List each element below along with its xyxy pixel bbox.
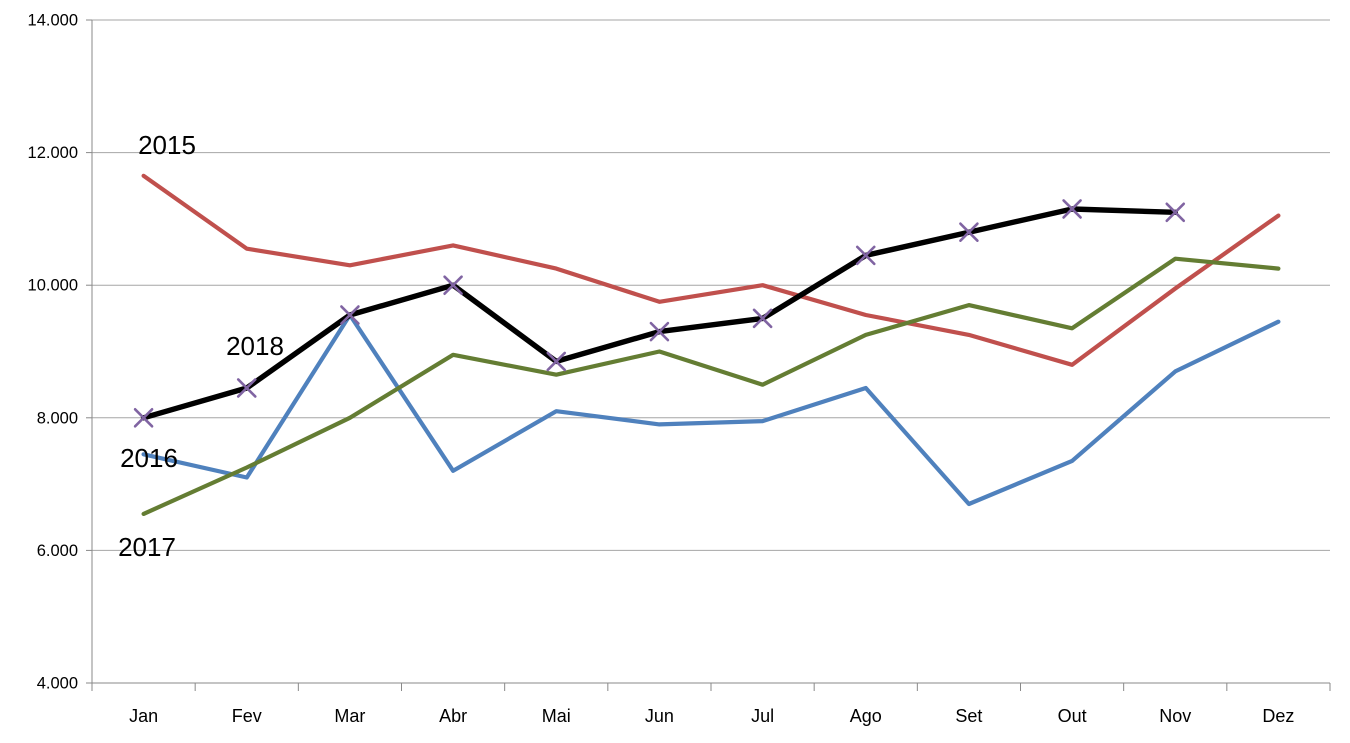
x-axis-tick-label: Mai xyxy=(542,706,571,726)
x-marker-stroke xyxy=(133,407,154,428)
data-point-markers xyxy=(133,199,1186,428)
x-marker xyxy=(1062,199,1082,219)
x-marker-stroke xyxy=(546,351,567,372)
x-marker xyxy=(340,305,360,325)
x-axis-tick-label: Mar xyxy=(334,706,365,726)
series-label-2016: 2016 xyxy=(120,443,178,473)
x-axis-tick-label: Nov xyxy=(1159,706,1191,726)
x-marker xyxy=(649,321,670,342)
y-axis-tick-label: 14.000 xyxy=(28,12,78,30)
x-marker xyxy=(855,245,876,266)
y-axis-tick-label: 10.000 xyxy=(28,277,78,295)
x-marker-stroke xyxy=(340,305,360,325)
data-series xyxy=(140,173,1281,517)
x-marker xyxy=(546,351,567,372)
y-axis-tick-label: 4.000 xyxy=(37,675,78,693)
x-marker xyxy=(236,378,257,398)
x-marker-stroke xyxy=(1062,199,1082,219)
y-axis-tick-label: 6.000 xyxy=(37,542,78,560)
series-line-2015 xyxy=(141,173,1281,367)
x-axis-tick-label: Dez xyxy=(1262,706,1294,726)
series-label-2017: 2017 xyxy=(118,532,176,562)
x-axis-tick-label: Jul xyxy=(751,706,774,726)
x-marker xyxy=(959,222,979,242)
x-axis-tick-label: Jun xyxy=(645,706,674,726)
x-axis-tick-label: Fev xyxy=(232,706,262,726)
x-axis-tick-label: Set xyxy=(955,706,982,726)
y-axis-tick-label: 8.000 xyxy=(37,409,78,427)
x-marker-stroke xyxy=(236,378,257,398)
axes xyxy=(86,19,1331,691)
y-axis-tick-label: 12.000 xyxy=(28,144,78,162)
series-line-2017 xyxy=(141,256,1281,517)
x-marker-stroke xyxy=(1165,202,1186,223)
x-axis-tick-label: Abr xyxy=(439,706,467,726)
x-marker-stroke xyxy=(752,308,773,329)
x-axis-tick-label: Ago xyxy=(850,706,882,726)
series-line-2018 xyxy=(140,206,1179,421)
series-label-2015: 2015 xyxy=(138,130,196,160)
x-marker xyxy=(1165,202,1186,223)
x-marker-stroke xyxy=(443,275,463,296)
x-marker-stroke xyxy=(855,245,876,266)
x-axis-tick-label: Out xyxy=(1058,706,1087,726)
series-line-2016 xyxy=(141,312,1281,507)
series-label-2018: 2018 xyxy=(226,331,284,361)
y-axis-labels: 14.000 12.000 10.000 8.000 6.000 4.000 xyxy=(28,12,78,693)
x-marker-stroke xyxy=(649,321,670,342)
x-axis-labels: Jan Fev Mar Abr Mai Jun Jul Ago Set Out Nov Dez xyxy=(129,706,1294,726)
x-marker-stroke xyxy=(959,222,979,242)
x-marker xyxy=(752,308,773,329)
series-annotations: 2015 2018 2016 2017 xyxy=(118,130,284,562)
x-marker xyxy=(443,275,463,296)
x-axis-tick-label: Jan xyxy=(129,706,158,726)
x-marker xyxy=(133,407,154,428)
